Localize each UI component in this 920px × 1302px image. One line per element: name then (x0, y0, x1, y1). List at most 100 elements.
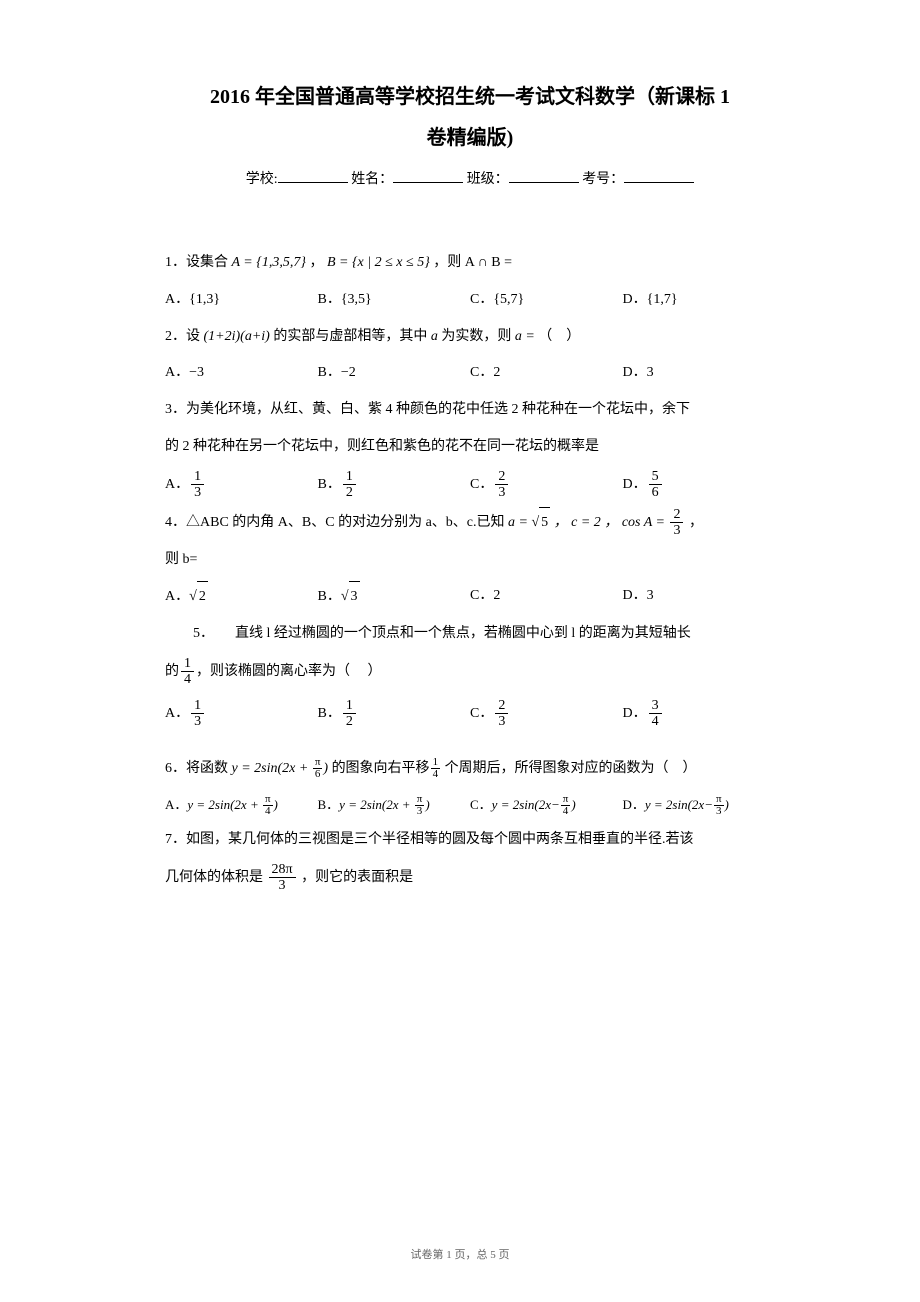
q5-C-frac: 23 (495, 698, 508, 730)
frac-den: 4 (263, 806, 273, 817)
sqrt-a-val: 5 (539, 507, 550, 539)
q5-B-frac: 12 (343, 698, 356, 730)
frac-num: 28π (269, 862, 296, 878)
class-blank (509, 169, 579, 183)
frac-den: 4 (561, 806, 571, 817)
q3-options: A．13 B．12 C．23 D．56 (165, 469, 775, 501)
q4-end: ， (689, 515, 703, 530)
page-footer: 试卷第 1 页，总 5 页 (0, 1246, 920, 1262)
q4-B-label: B． (318, 589, 341, 604)
q4-text: 4．△ABC 的内角 A、B、C 的对边分别为 a、b、c.已知 (165, 515, 505, 530)
q6-C-label: C． (470, 797, 492, 812)
question-7-line2: 几何体的体积是 28π3 ，则它的表面积是 (165, 862, 775, 894)
q6-C-fn: y = 2sin(2x− (492, 797, 560, 812)
frac-num: 1 (191, 698, 204, 714)
q6-options: A．y = 2sin(2x + π4) B．y = 2sin(2x + π3) … (165, 791, 775, 820)
q6-opt-B: B．y = 2sin(2x + π3) (318, 791, 471, 820)
q2-expr: (1+2i)(a+i) (204, 329, 270, 344)
sqrt-B: √3 (341, 589, 360, 604)
q5-A-label: A． (165, 706, 189, 721)
q6-A-label: A． (165, 797, 187, 812)
q6-A-close: ) (274, 797, 278, 812)
q3-opt-C: C．23 (470, 469, 623, 501)
school-blank (278, 169, 348, 183)
frac-num: 1 (343, 469, 356, 485)
frac-den: 6 (313, 769, 323, 780)
q5-opt-B: B．12 (318, 698, 471, 730)
frac-den: 2 (343, 485, 356, 500)
frac-num: 1 (181, 656, 194, 672)
q4-A-label: A． (165, 589, 189, 604)
q3-opt-B: B．12 (318, 469, 471, 501)
frac-den: 3 (415, 806, 425, 817)
examno-blank (624, 169, 694, 183)
q4-opt-A: A．√2 (165, 581, 318, 613)
q5-opt-C: C．23 (470, 698, 623, 730)
q7-pre: 几何体的体积是 (165, 870, 263, 885)
frac-den: 3 (714, 806, 724, 817)
frac-num: 2 (670, 507, 683, 523)
name-blank (393, 169, 463, 183)
q6-D-fn: y = 2sin(2x− (645, 797, 713, 812)
q6-D-frac: π3 (714, 794, 724, 817)
frac-den: 4 (649, 714, 662, 729)
q6-opt-A: A．y = 2sin(2x + π4) (165, 791, 318, 820)
question-2: 2．设 (1+2i)(a+i) 的实部与虚部相等，其中 a 为实数，则 a = … (165, 322, 775, 353)
q1-comma: ， (309, 255, 323, 270)
question-3-line1: 3．为美化环境，从红、黄、白、紫 4 种颜色的花中任选 2 种花种在一个花坛中，… (165, 395, 775, 426)
q6-B-frac: π3 (415, 794, 425, 817)
question-7-line1: 7．如图，某几何体的三视图是三个半径相等的圆及每个圆中两条互相垂直的半径.若该 (165, 825, 775, 856)
q5-pre: 的 (165, 664, 179, 679)
q3-B-label: B． (318, 477, 341, 492)
q3-C-label: C． (470, 477, 493, 492)
question-4: 4．△ABC 的内角 A、B、C 的对边分别为 a、b、c.已知 a = √5 … (165, 507, 775, 539)
question-4-line2: 则 b= (165, 545, 775, 576)
q4-options: A．√2 B．√3 C．2 D．3 (165, 581, 775, 613)
q6-A-fn: y = 2sin(2x + (187, 797, 262, 812)
q4-opt-D: D．3 (623, 581, 776, 613)
name-label: 姓名： (351, 172, 393, 187)
school-label: 学校: (246, 172, 278, 187)
q5-D-label: D． (623, 706, 647, 721)
q4-c: ， c = 2 ， (554, 515, 619, 530)
sqrt-val: 3 (349, 581, 360, 613)
q1-setB: B = {x | 2 ≤ x ≤ 5} (327, 255, 430, 270)
q3-C-frac: 23 (495, 469, 508, 501)
q1-options: A．{1,3} B．{3,5} C．{5,7} D．{1,7} (165, 285, 775, 316)
question-5-line1: 5． 直线 l 经过椭圆的一个顶点和一个焦点，若椭圆中心到 l 的距离为其短轴长 (165, 619, 775, 650)
q3-opt-A: A．13 (165, 469, 318, 501)
sqrt-a: √5 (531, 515, 550, 530)
q6-A-frac: π4 (263, 794, 273, 817)
q6-close: ) (323, 761, 328, 776)
frac-den: 3 (670, 523, 683, 538)
q6-D-label: D． (623, 797, 645, 812)
q6-D-close: ) (725, 797, 729, 812)
q2-pre: 2．设 (165, 329, 200, 344)
q3-D-label: D． (623, 477, 647, 492)
frac-den: 3 (191, 485, 204, 500)
frac-den: 2 (343, 714, 356, 729)
q6-mid: 的图象向右平移 (332, 761, 430, 776)
q5-B-label: B． (318, 706, 341, 721)
q5-post: ，则该椭圆的离心率为（ ） (196, 664, 382, 679)
q2-opt-C: C．2 (470, 358, 623, 389)
q5-frac: 14 (181, 656, 194, 688)
q5-C-label: C． (470, 706, 493, 721)
q2-opt-B: B．−2 (318, 358, 471, 389)
q3-D-frac: 56 (649, 469, 662, 501)
q6-C-frac: π4 (561, 794, 571, 817)
frac-den: 4 (181, 672, 194, 687)
frac-num: 1 (343, 698, 356, 714)
q5-options: A．13 B．12 C．23 D．34 (165, 698, 775, 748)
q2-paren: （ ） (538, 329, 580, 344)
q6-B-label: B． (318, 797, 340, 812)
q4-opt-C: C．2 (470, 581, 623, 613)
frac-num: 3 (649, 698, 662, 714)
q7-vol-frac: 28π3 (269, 862, 296, 894)
q4-cosA-pre: cos A = (622, 515, 669, 530)
q6-pre: 6．将函数 (165, 761, 228, 776)
q6-fn: y = 2sin(2x + (232, 761, 312, 776)
q1-setA: A = {1,3,5,7} (232, 255, 306, 270)
q6-shift: 14 (431, 757, 441, 780)
q7-post: ，则它的表面积是 (301, 870, 413, 885)
